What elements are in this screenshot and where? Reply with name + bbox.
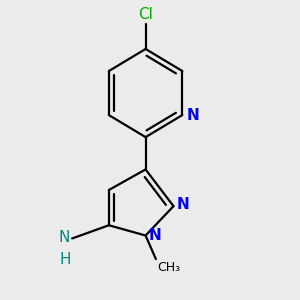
Text: N: N [58, 230, 70, 245]
Text: N: N [187, 108, 200, 123]
Text: CH₃: CH₃ [157, 260, 181, 274]
Text: H: H [59, 251, 70, 266]
Text: N: N [177, 197, 190, 212]
Text: Cl: Cl [138, 7, 153, 22]
Text: N: N [148, 228, 161, 243]
